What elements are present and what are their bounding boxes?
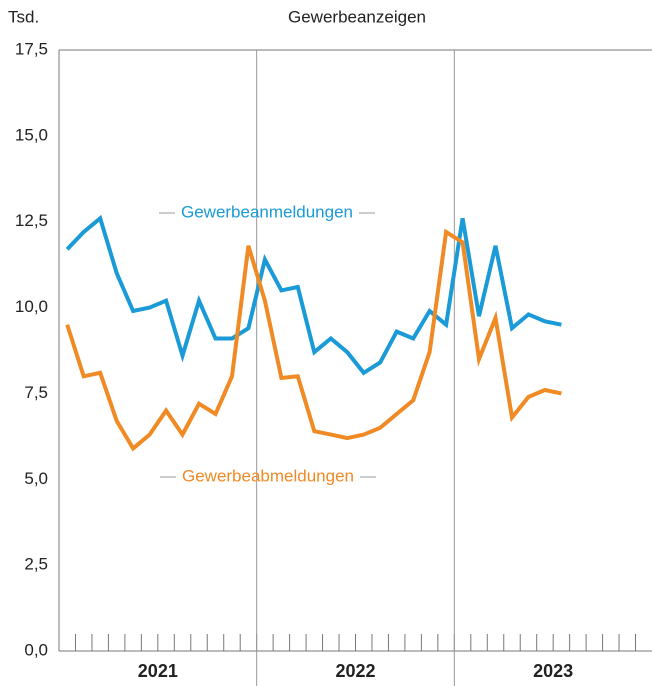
y-tick-label: 10,0: [15, 297, 48, 316]
series-line: [65, 214, 562, 376]
chart-title: Gewerbeanzeigen: [288, 7, 426, 26]
y-tick-label: 7,5: [24, 383, 48, 402]
y-tick-label: 2,5: [24, 555, 48, 574]
year-label: 2021: [138, 661, 178, 681]
y-unit: Tsd.: [8, 7, 39, 26]
series-line: [65, 228, 562, 452]
y-tick-label: 0,0: [24, 640, 48, 659]
year-label: 2023: [533, 661, 573, 681]
y-tick-label: 12,5: [15, 211, 48, 230]
series-label: Gewerbeanmeldungen: [181, 202, 353, 221]
year-label: 2022: [335, 661, 375, 681]
y-tick-label: 17,5: [15, 39, 48, 58]
y-tick-label: 5,0: [24, 469, 48, 488]
series-label: Gewerbeabmeldungen: [182, 466, 354, 485]
y-tick-label: 15,0: [15, 125, 48, 144]
